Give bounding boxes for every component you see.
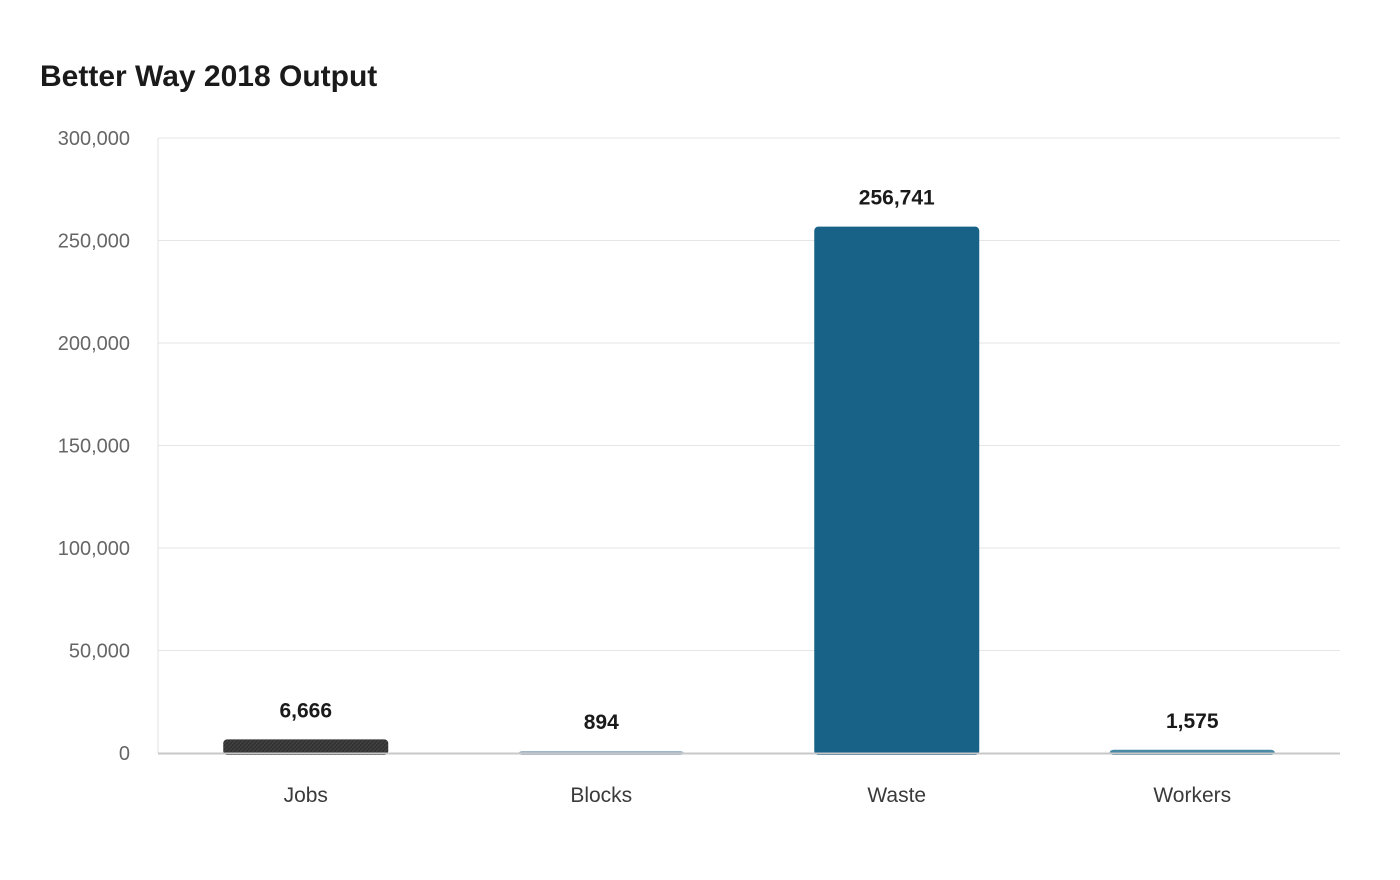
y-tick-label: 200,000 xyxy=(58,333,130,355)
labels: 0 50,000 100,000 150,000 200,000 250,000 300,0… xyxy=(58,128,1231,807)
bars xyxy=(223,226,1275,755)
y-tick-label: 0 xyxy=(119,743,130,765)
grid-lines xyxy=(158,137,1340,651)
x-tick-label-waste: Waste xyxy=(867,784,926,807)
data-label-jobs: 6,666 xyxy=(279,699,332,722)
y-tick-label: 100,000 xyxy=(58,538,130,560)
y-tick-label: 150,000 xyxy=(58,436,130,458)
y-tick-label: 300,000 xyxy=(58,128,130,150)
data-label-blocks: 894 xyxy=(584,711,619,734)
bar-jobs xyxy=(223,739,389,755)
axes xyxy=(157,138,1340,755)
x-tick-label-workers: Workers xyxy=(1153,784,1231,807)
x-tick-label-blocks: Blocks xyxy=(570,784,632,807)
chart-title: Better Way 2018 Output xyxy=(40,60,378,93)
data-label-workers: 1,575 xyxy=(1166,710,1219,733)
data-label-waste: 256,741 xyxy=(859,187,935,210)
y-tick-label: 250,000 xyxy=(58,231,130,253)
bar-waste xyxy=(814,226,980,755)
x-tick-label-jobs: Jobs xyxy=(284,784,328,807)
y-tick-label: 50,000 xyxy=(69,641,130,663)
